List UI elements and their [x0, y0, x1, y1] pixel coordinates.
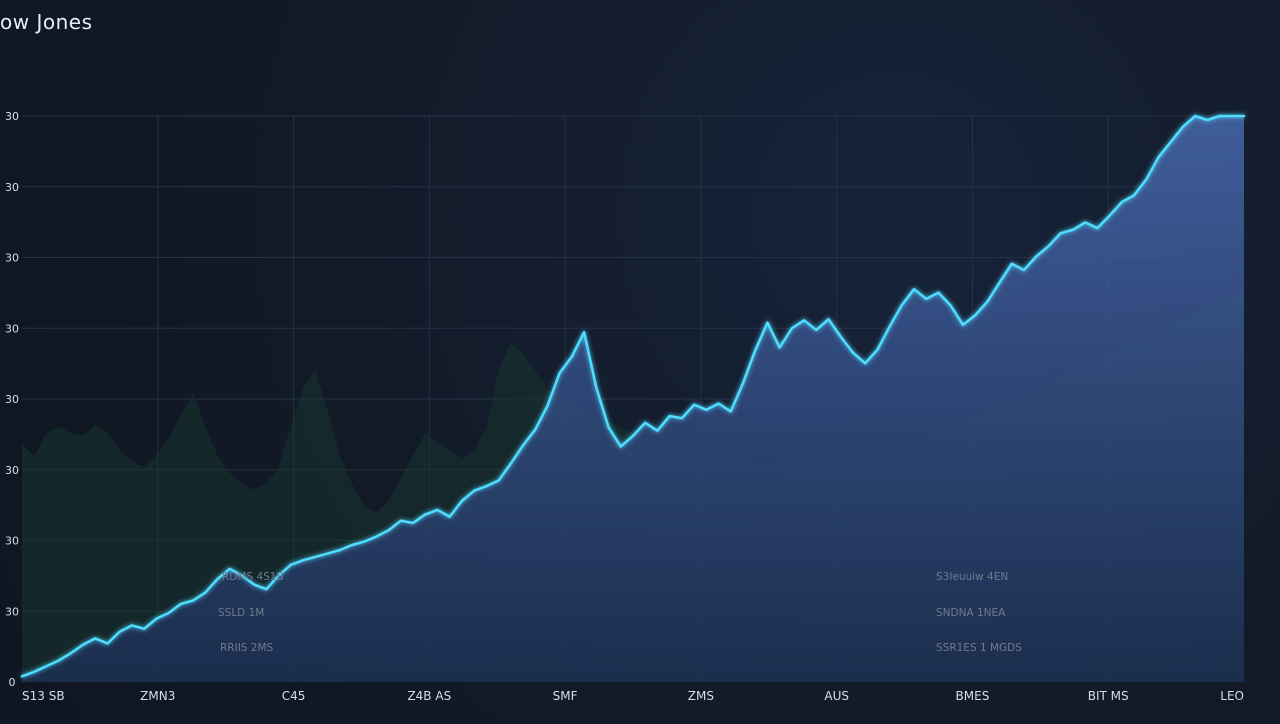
- x-tick-label: S13 SB: [22, 689, 65, 703]
- x-tick-label: BMES: [956, 689, 990, 703]
- x-tick-label: C45: [282, 689, 306, 703]
- y-tick-layer: 0 30 30 30 30 30 30 30 30: [5, 110, 19, 689]
- line-layer: [20, 114, 1246, 678]
- y-tick-label: 0: [9, 676, 16, 689]
- y-tick-label: 30: [5, 181, 19, 194]
- y-tick-label: 30: [5, 393, 19, 406]
- annotation-label: SSLD 1M: [218, 607, 264, 619]
- annotation-label: RDMS 4S1B: [222, 571, 284, 583]
- series-line: [20, 114, 1246, 678]
- x-tick-label: ZMN3: [140, 689, 175, 703]
- area-fill: [22, 116, 1244, 682]
- x-tick-label: LEO: [1220, 689, 1244, 703]
- x-tick-label: BIT MS: [1088, 689, 1129, 703]
- y-tick-label: 30: [5, 605, 19, 618]
- annotation-layer: RDMS 4S1B SSLD 1M RRIIS 2MS S3Ieuuiw 4EN SND…: [218, 571, 1022, 654]
- x-tick-label: ZMS: [688, 689, 714, 703]
- y-tick-label: 30: [5, 464, 19, 477]
- y-tick-label: 30: [5, 252, 19, 265]
- chart-title: ow Jones: [0, 10, 93, 34]
- annotation-label: S3Ieuuiw 4EN: [936, 571, 1008, 583]
- x-tick-label: SMF: [553, 689, 578, 703]
- x-tick-label: Z4B AS: [407, 689, 451, 703]
- y-tick-label: 30: [5, 110, 19, 123]
- area-layer: [22, 116, 1244, 682]
- annotation-label: SSR1ES 1 MGDS: [936, 642, 1022, 654]
- x-tick-label: AUS: [824, 689, 849, 703]
- annotation-label: RRIIS 2MS: [220, 642, 274, 654]
- x-tick-layer: S13 SB ZMN3 C45 Z4B AS SMF ZMS AUS BMES BIT MS LE…: [22, 689, 1244, 703]
- y-tick-label: 30: [5, 535, 19, 548]
- y-tick-label: 30: [5, 322, 19, 335]
- annotation-label: SNDNA 1NEA: [936, 607, 1006, 619]
